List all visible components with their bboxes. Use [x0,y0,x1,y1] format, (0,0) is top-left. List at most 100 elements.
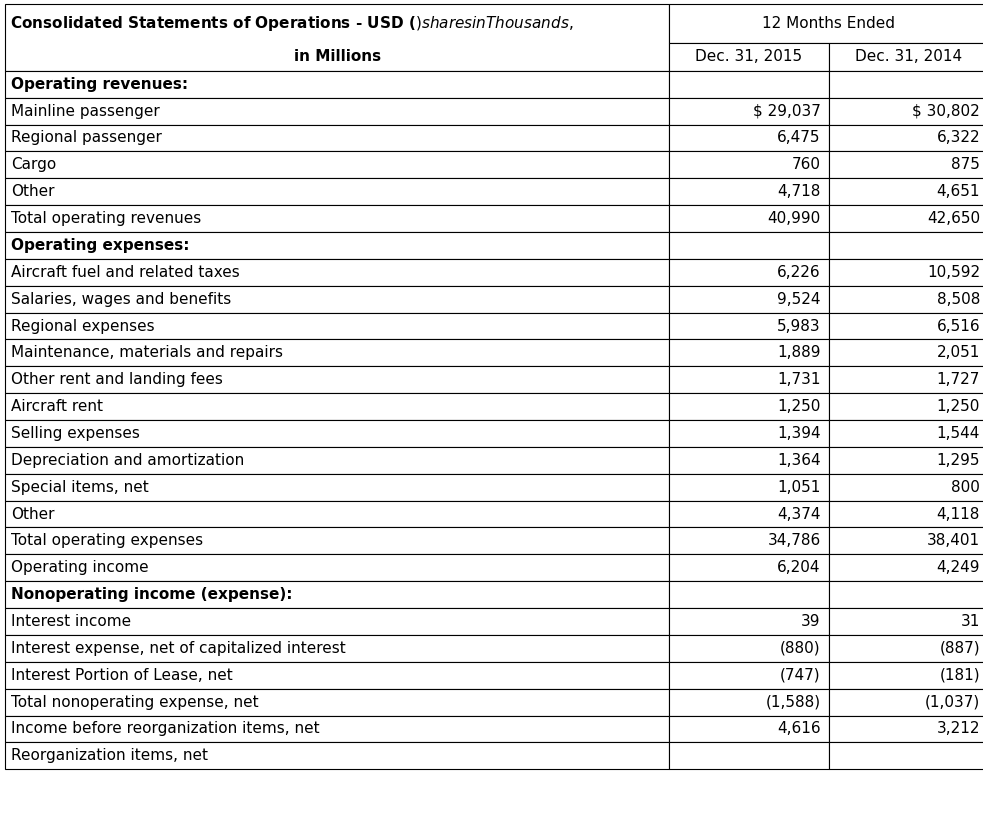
Text: 4,651: 4,651 [937,184,980,199]
Text: Maintenance, materials and repairs: Maintenance, materials and repairs [11,345,283,361]
Bar [669,716,829,742]
Text: Dec. 31, 2014: Dec. 31, 2014 [855,50,961,64]
Bar [5,286,669,313]
Bar [669,742,829,769]
Bar [669,339,829,366]
Bar [5,554,669,581]
Text: Other: Other [11,506,54,522]
Bar [829,689,983,716]
Bar [5,259,669,286]
Text: 1,051: 1,051 [778,479,821,495]
Text: Nonoperating income (expense):: Nonoperating income (expense): [11,587,292,602]
Bar [669,43,829,71]
Bar [669,205,829,232]
Bar [5,635,669,662]
Text: Other rent and landing fees: Other rent and landing fees [11,372,223,387]
Text: 1,731: 1,731 [778,372,821,387]
Text: 42,650: 42,650 [927,211,980,226]
Bar [669,474,829,501]
Text: 34,786: 34,786 [768,533,821,549]
Bar [5,205,669,232]
Bar [669,689,829,716]
Bar [829,635,983,662]
Text: 1,544: 1,544 [937,426,980,441]
Text: Reorganization items, net: Reorganization items, net [11,748,207,764]
Text: Salaries, wages and benefits: Salaries, wages and benefits [11,291,231,307]
Bar [669,313,829,339]
Text: Depreciation and amortization: Depreciation and amortization [11,453,244,468]
Text: 6,475: 6,475 [778,130,821,146]
Bar [669,4,983,43]
Text: 6,322: 6,322 [937,130,980,146]
Text: Aircraft fuel and related taxes: Aircraft fuel and related taxes [11,265,240,280]
Bar [669,366,829,393]
Bar [669,232,829,259]
Bar [5,689,669,716]
Bar [829,259,983,286]
Bar [829,742,983,769]
Bar [829,125,983,151]
Text: Interest expense, net of capitalized interest: Interest expense, net of capitalized int… [11,641,346,656]
Text: 800: 800 [952,479,980,495]
Text: Total operating expenses: Total operating expenses [11,533,202,549]
Bar [5,151,669,178]
Text: in Millions: in Millions [294,50,380,64]
Bar [829,393,983,420]
Text: 875: 875 [952,157,980,173]
Text: 760: 760 [791,157,821,173]
Text: Operating income: Operating income [11,560,148,575]
Text: 1,250: 1,250 [778,399,821,414]
Text: 39: 39 [801,614,821,629]
Bar [5,71,669,98]
Bar [669,662,829,689]
Text: 31: 31 [960,614,980,629]
Bar [5,125,669,151]
Text: (880): (880) [781,641,821,656]
Text: 8,508: 8,508 [937,291,980,307]
Bar [829,98,983,125]
Bar [5,366,669,393]
Bar [829,313,983,339]
Bar [5,527,669,554]
Bar [5,662,669,689]
Bar [829,662,983,689]
Bar [5,608,669,635]
Bar [669,286,829,313]
Bar [829,366,983,393]
Bar [829,447,983,474]
Bar [669,420,829,447]
Text: Total nonoperating expense, net: Total nonoperating expense, net [11,694,259,710]
Bar [5,474,669,501]
Text: 3,212: 3,212 [937,721,980,737]
Bar [829,71,983,98]
Bar [5,393,669,420]
Bar [5,339,669,366]
Bar [669,178,829,205]
Bar [669,554,829,581]
Bar [829,43,983,71]
Text: Income before reorganization items, net: Income before reorganization items, net [11,721,319,737]
Text: 12 Months Ended: 12 Months Ended [762,16,896,31]
Text: 10,592: 10,592 [927,265,980,280]
Text: Cargo: Cargo [11,157,56,173]
Text: 1,364: 1,364 [778,453,821,468]
Bar [829,581,983,608]
Bar [669,635,829,662]
Text: 1,889: 1,889 [778,345,821,361]
Text: (887): (887) [940,641,980,656]
Bar [669,125,829,151]
Bar [829,501,983,527]
Text: 9,524: 9,524 [778,291,821,307]
Text: 4,616: 4,616 [778,721,821,737]
Text: Operating expenses:: Operating expenses: [11,238,190,253]
Text: (747): (747) [781,667,821,683]
Bar [669,608,829,635]
Text: 6,516: 6,516 [937,318,980,334]
Bar [669,98,829,125]
Text: Special items, net: Special items, net [11,479,148,495]
Bar [829,716,983,742]
Text: 5,983: 5,983 [778,318,821,334]
Text: Consolidated Statements of Operations - USD ($) shares in Thousands, $: Consolidated Statements of Operations - … [10,14,573,33]
Bar [669,447,829,474]
Text: 2,051: 2,051 [937,345,980,361]
